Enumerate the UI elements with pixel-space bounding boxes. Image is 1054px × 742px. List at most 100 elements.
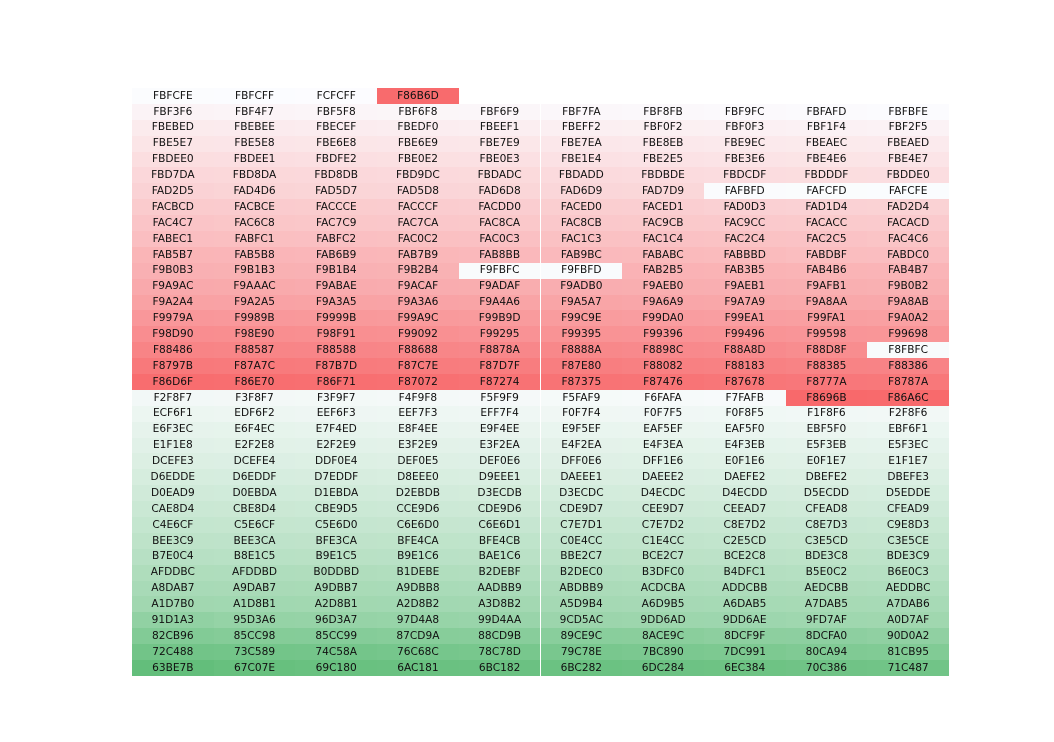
color-swatch: F87072 <box>377 374 459 390</box>
color-swatch: F5FAF9 <box>540 389 623 406</box>
color-swatch: B2DEBF <box>458 564 541 581</box>
color-swatch: DFF1E6 <box>622 453 704 470</box>
color-swatch: 9DD6AD <box>622 612 704 629</box>
color-swatch: FAD2D5 <box>132 183 214 200</box>
color-swatch: F9AFB1 <box>785 278 868 295</box>
color-swatch: FBE0E3 <box>458 151 541 168</box>
color-swatch: F87D7F <box>458 358 541 374</box>
color-swatch: FAB4B7 <box>867 262 949 279</box>
color-swatch: FAD1D4 <box>785 199 868 216</box>
color-swatch: D8EEE0 <box>377 469 459 486</box>
color-swatch: 7DC991 <box>703 644 786 660</box>
color-swatch: FABFC1 <box>213 231 296 247</box>
color-swatch: A2D8B2 <box>377 596 459 613</box>
color-swatch: D4ECDC <box>622 485 704 502</box>
color-swatch: FBF0F3 <box>703 119 786 136</box>
color-swatch: A7DAB6 <box>867 596 949 613</box>
color-swatch: DCEFE4 <box>213 453 296 470</box>
color-swatch: F9B0B2 <box>867 278 949 295</box>
color-swatch: 8ACE9C <box>622 628 704 645</box>
color-swatch: F99295 <box>458 326 541 343</box>
color-swatch: 85CC99 <box>295 628 378 645</box>
color-swatch: FBF6F8 <box>377 103 459 120</box>
color-swatch: E1F1E7 <box>867 453 949 470</box>
color-swatch: F9B2B4 <box>377 262 459 279</box>
color-swatch: FBDCDF <box>703 167 786 184</box>
color-swatch: FAC8CA <box>458 215 541 231</box>
color-swatch: FBE8EB <box>622 135 704 152</box>
color-swatch: FBE9EC <box>703 135 786 152</box>
color-swatch: F88D8F <box>785 342 868 359</box>
color-swatch: D5ECDD <box>785 485 868 502</box>
color-swatch: BEE3CA <box>213 532 296 549</box>
color-swatch: A3D8B2 <box>458 596 541 613</box>
color-swatch: AEDDBC <box>867 580 949 597</box>
color-swatch: B8E1C5 <box>213 548 296 565</box>
color-swatch: B7E0C4 <box>132 548 214 565</box>
color-swatch: F9A6A9 <box>622 294 704 311</box>
color-swatch: F8797B <box>132 358 214 374</box>
color-swatch: F0F7F4 <box>540 405 623 422</box>
color-swatch: F9A8AA <box>785 294 868 311</box>
color-swatch: FBF6F9 <box>458 103 541 120</box>
color-swatch: F87678 <box>703 374 786 390</box>
color-swatch: DBEFE2 <box>785 469 868 486</box>
color-swatch: FAD6D9 <box>540 183 623 200</box>
color-swatch: FBD8DB <box>295 167 378 184</box>
color-swatch: C5E6CF <box>213 517 296 533</box>
color-swatch: CCE9D6 <box>377 501 459 517</box>
color-swatch: FAB5B8 <box>213 246 296 263</box>
color-swatch: FBF2F5 <box>867 119 949 136</box>
color-swatch: FBFBFE <box>867 103 949 120</box>
color-swatch: 80CA94 <box>785 644 868 660</box>
color-swatch: FABFC2 <box>295 231 378 247</box>
color-swatch: BFE3CA <box>295 532 378 549</box>
color-swatch: FBF9FC <box>703 103 786 120</box>
color-swatch: FBEBEE <box>213 119 296 136</box>
color-swatch: FACACC <box>785 215 868 231</box>
color-swatch: F9FBFC <box>458 262 541 279</box>
color-swatch: FBFCFE <box>132 88 214 104</box>
color-swatch: FACDD0 <box>458 199 541 216</box>
color-swatch: EDF6F2 <box>213 405 296 422</box>
color-swatch: FBDEE0 <box>132 151 214 168</box>
color-swatch: FBD8DA <box>213 167 296 184</box>
color-swatch: DDF0E4 <box>295 453 378 470</box>
color-swatch: F98F91 <box>295 326 378 343</box>
color-swatch: FBEAED <box>867 135 949 152</box>
color-swatch: 89CE9C <box>540 628 623 645</box>
color-swatch: C2E5CD <box>703 532 786 549</box>
color-swatch: FBD9DC <box>377 167 459 184</box>
color-swatch: A1D7B0 <box>132 596 214 613</box>
color-swatch: E0F1E6 <box>703 453 786 470</box>
color-swatch: FBD7DA <box>132 167 214 184</box>
color-swatch: FBE3E6 <box>703 151 786 168</box>
color-swatch: E6F3EC <box>132 421 214 438</box>
color-swatch: 99D4AA <box>458 612 541 629</box>
color-swatch: 72C488 <box>132 644 214 660</box>
color-swatch: AADBB9 <box>458 580 541 597</box>
color-swatch: F9A4A6 <box>458 294 541 311</box>
color-swatch: F9A7A9 <box>703 294 786 311</box>
color-swatch: F9ADAF <box>458 278 541 295</box>
color-swatch: FAC1C4 <box>622 231 704 247</box>
color-swatch: FAC7C9 <box>295 215 378 231</box>
color-swatch: FACCCE <box>295 199 378 216</box>
color-swatch: C6E6D0 <box>377 517 459 533</box>
color-swatch: D3ECDB <box>458 485 541 502</box>
color-swatch: F87476 <box>622 374 704 390</box>
color-swatch: F99092 <box>377 326 459 343</box>
color-swatch: F8696B <box>785 389 868 406</box>
color-swatch: FAD4D6 <box>213 183 296 200</box>
color-swatch: E6F4EC <box>213 421 296 438</box>
color-swatch: F0F8F5 <box>703 405 786 422</box>
color-swatch: FABBBD <box>703 246 786 263</box>
color-swatch: F8898C <box>622 342 704 359</box>
color-swatch: FBDFE2 <box>295 151 378 168</box>
color-swatch: F99698 <box>867 326 949 343</box>
color-swatch: EBF6F1 <box>867 421 949 438</box>
color-swatch: B2DEC0 <box>540 564 623 581</box>
color-swatch: B4DFC1 <box>703 564 786 581</box>
color-swatch: F87A7C <box>213 358 296 374</box>
color-swatch: FBEBED <box>132 119 214 136</box>
